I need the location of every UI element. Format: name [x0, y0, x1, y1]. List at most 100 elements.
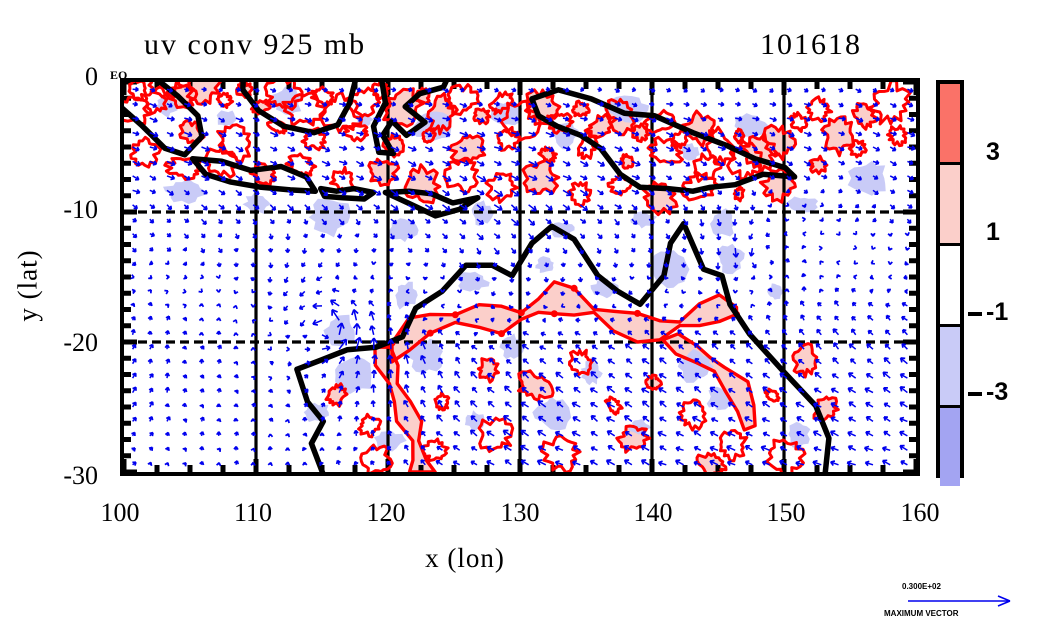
wind-vector [821, 174, 828, 180]
wind-vector [579, 204, 589, 212]
wind-vector [459, 247, 464, 254]
wind-vector [182, 374, 188, 379]
wind-vector [131, 343, 137, 350]
wind-vector [528, 145, 537, 152]
wind-vector [786, 146, 795, 152]
wind-vector [149, 204, 156, 209]
wind-vector [250, 389, 256, 394]
wind-vector [729, 343, 736, 350]
wind-vector [149, 87, 156, 93]
wind-vector [387, 399, 394, 408]
wind-vector [233, 403, 239, 408]
convergence-contour [764, 438, 807, 472]
wind-vector [883, 416, 891, 423]
wind-vector [693, 460, 702, 466]
wind-vector [287, 131, 295, 137]
wind-vector [442, 88, 450, 94]
wind-vector [779, 459, 788, 466]
wind-vector [543, 276, 549, 283]
wind-vector [470, 370, 478, 379]
wind-vector [338, 204, 344, 210]
convergence-contour [808, 154, 829, 176]
max-vector-value: 0.300E+02 [902, 582, 941, 591]
wind-vector [596, 247, 602, 255]
convergence-contour [718, 429, 749, 463]
wind-vector [750, 275, 756, 280]
wind-vector [437, 384, 444, 393]
wind-vector [752, 131, 759, 137]
wind-vector [285, 233, 291, 241]
wind-vector [407, 189, 416, 196]
wind-vector [852, 245, 858, 251]
wind-vector [233, 247, 239, 253]
divergence-shading [767, 283, 785, 300]
wind-vector [889, 131, 898, 137]
wind-vector [355, 189, 365, 196]
wind-vector [511, 87, 517, 93]
wind-vector [235, 131, 244, 138]
wind-vector [216, 262, 222, 268]
wind-vector [815, 358, 822, 365]
wind-vector [679, 303, 684, 309]
coastline [240, 82, 358, 136]
wind-vector [786, 116, 795, 122]
wind-vector [321, 87, 329, 93]
wind-vector [851, 316, 857, 321]
wind-vector [528, 117, 537, 123]
wind-vector [864, 460, 874, 467]
wind-vector [872, 116, 881, 122]
wind-vector [353, 275, 358, 280]
wind-vector [215, 403, 222, 408]
wind-vector [437, 370, 444, 379]
divergence-shading [163, 178, 206, 204]
wind-vector [424, 204, 434, 211]
wind-vector [855, 145, 863, 151]
wind-vector [425, 101, 433, 108]
wind-vector [855, 188, 862, 194]
wind-vector [459, 117, 468, 123]
wind-vector [700, 101, 708, 108]
wind-vector [769, 88, 774, 93]
wind-vector [545, 102, 552, 108]
wind-vector [580, 101, 587, 108]
wind-vector [420, 399, 426, 408]
wind-vector [579, 131, 588, 137]
wind-vector [407, 131, 416, 137]
wind-vector [640, 430, 650, 437]
wind-vector [132, 131, 140, 137]
wind-vector [215, 317, 222, 322]
wind-vector [779, 445, 788, 451]
wind-vector [252, 131, 260, 137]
divergence-shading [323, 314, 355, 347]
wind-vector [543, 304, 548, 310]
convergence-contour [677, 398, 708, 432]
wind-vector [493, 87, 500, 93]
wind-vector [834, 315, 840, 321]
wind-vector [854, 203, 860, 209]
wind-vector [779, 358, 788, 365]
wind-vector [298, 305, 306, 310]
wind-vector [320, 416, 326, 422]
wind-vector [215, 462, 222, 467]
wind-vector [370, 400, 376, 408]
wind-vector [579, 233, 586, 240]
wind-vector [889, 102, 897, 108]
wind-vector [803, 145, 812, 152]
wind-vector [459, 131, 469, 138]
wind-vector [560, 291, 566, 297]
wind-vector [716, 204, 722, 211]
wind-vector [597, 116, 604, 122]
colorbar-minus-dash [968, 312, 982, 316]
wind-vector [458, 276, 463, 282]
wind-vector [235, 175, 243, 181]
wind-vector [614, 159, 623, 166]
wind-vector [336, 322, 345, 335]
wind-vector [521, 343, 530, 350]
wind-vector [164, 431, 171, 437]
wind-vector [675, 386, 685, 394]
wind-vector [838, 160, 846, 166]
wind-vector [883, 430, 891, 437]
wind-vector [148, 274, 153, 280]
wind-vector [469, 429, 478, 437]
wind-vector [889, 189, 896, 194]
